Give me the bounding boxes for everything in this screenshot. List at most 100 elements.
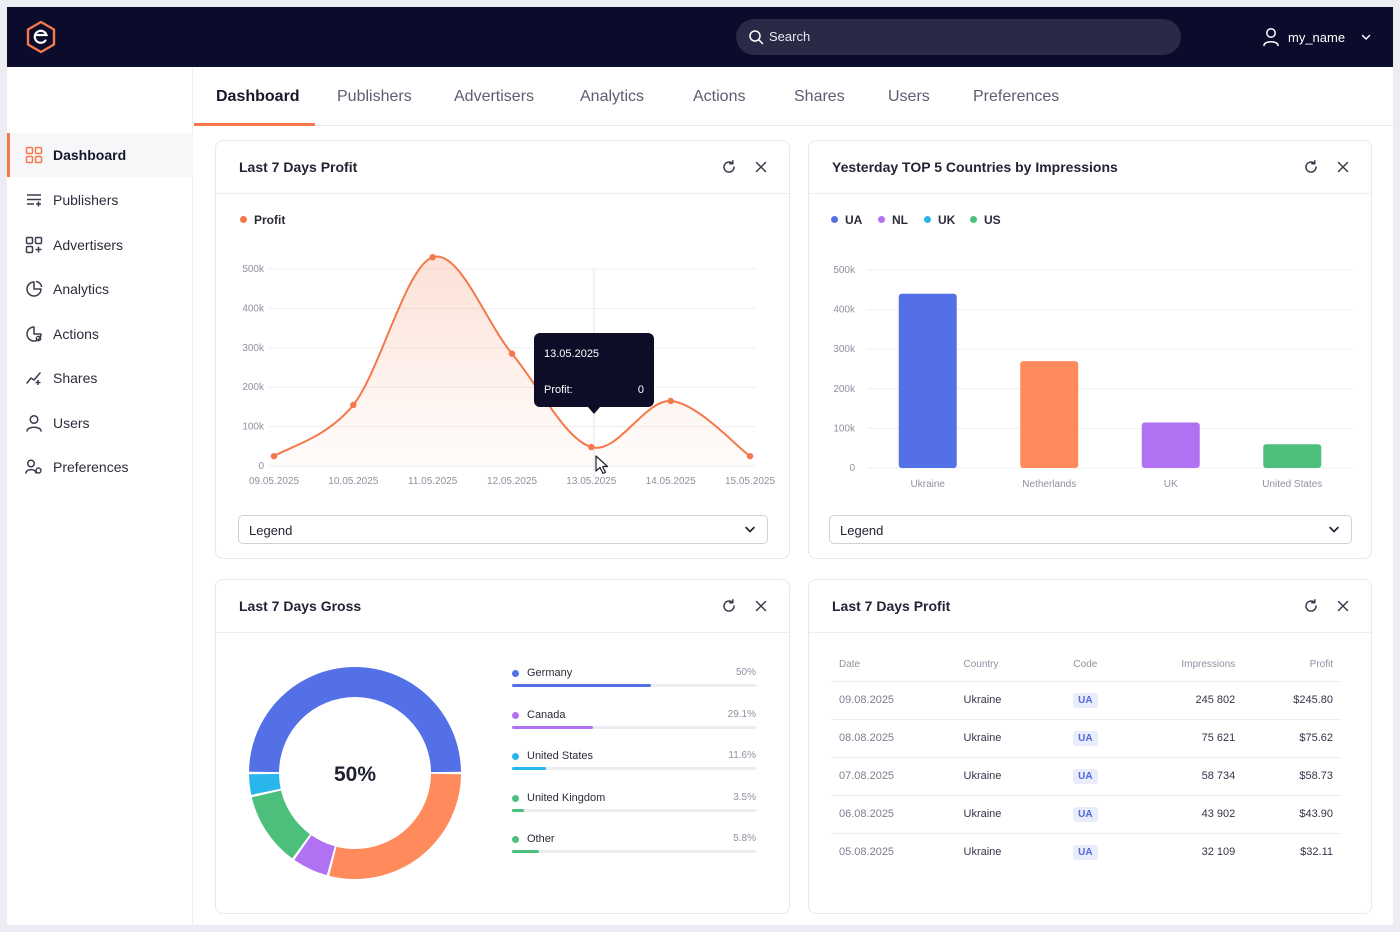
donut-center-label: 50%	[334, 763, 376, 786]
search-input[interactable]: Search	[769, 29, 811, 44]
donut-slice-canada[interactable]	[329, 773, 461, 879]
legend-label: UK	[938, 213, 956, 227]
sidebar-item-dashboard[interactable]: Dashboard	[7, 133, 193, 177]
column-header-date[interactable]: Date	[831, 649, 956, 682]
column-header-country[interactable]: Country	[955, 649, 1050, 682]
close-icon[interactable]	[753, 598, 769, 614]
table-row[interactable]: 08.08.2025 Ukraine UA 75 621 $75.62	[831, 719, 1341, 758]
gross-item-united-states[interactable]: United States 11.6%	[512, 750, 756, 780]
gross-item-value: 11.6%	[728, 750, 756, 761]
column-header-impressions[interactable]: Impressions	[1120, 649, 1244, 682]
chevron-down-icon	[1361, 34, 1371, 40]
cursor-pointer-icon	[595, 455, 609, 475]
sidebar-item-label: Preferences	[53, 459, 129, 475]
y-tick-label: 100k	[242, 422, 265, 433]
donut-slice-united-states[interactable]	[251, 790, 310, 859]
legend-item-uk[interactable]: UK	[924, 213, 955, 227]
legend-label: US	[984, 213, 1001, 227]
column-header-code[interactable]: Code	[1049, 649, 1121, 682]
close-icon[interactable]	[1335, 598, 1351, 614]
tab-shares[interactable]: Shares	[794, 88, 845, 105]
legend-dot	[512, 753, 519, 760]
table-row[interactable]: 06.08.2025 Ukraine UA 43 902 $43.90	[831, 795, 1341, 834]
tab-analytics[interactable]: Analytics	[580, 88, 645, 105]
cell-profit: $43.90	[1243, 795, 1341, 834]
tab-advertisers[interactable]: Advertisers	[454, 88, 535, 105]
tab-publishers[interactable]: Publishers	[337, 88, 412, 105]
close-icon[interactable]	[753, 159, 769, 175]
data-point	[667, 397, 674, 405]
shares-icon	[26, 372, 41, 385]
tab-users[interactable]: Users	[888, 88, 930, 105]
sidebar-item-publishers[interactable]: Publishers	[7, 178, 193, 222]
legend-label: Profit	[254, 213, 286, 227]
gross-item-value: 5.8%	[733, 833, 756, 844]
table-row[interactable]: 05.08.2025 Ukraine UA 32 109 $32.11	[831, 833, 1341, 871]
refresh-icon[interactable]	[721, 598, 737, 614]
legend-dropdown-value: Legend	[840, 523, 884, 538]
sidebar-item-label: Shares	[53, 370, 98, 386]
legend-dot	[512, 711, 519, 719]
chevron-down-icon	[1329, 526, 1339, 533]
tab-preferences[interactable]: Preferences	[973, 88, 1060, 105]
search-bar[interactable]: Search	[736, 19, 1181, 55]
x-tick-label: 12.05.2025	[487, 476, 537, 487]
legend-label: UA	[845, 213, 863, 227]
column-header-profit[interactable]: Profit	[1243, 649, 1341, 682]
progress-track	[512, 808, 756, 812]
cell-date: 05.08.2025	[839, 846, 895, 859]
cell-impressions: 43 902	[1120, 795, 1244, 834]
preferences-icon	[25, 459, 42, 474]
refresh-icon[interactable]	[721, 159, 737, 175]
gross-item-other[interactable]: Other 5.8%	[512, 833, 756, 863]
sidebar-item-analytics[interactable]: Analytics	[7, 267, 193, 311]
y-tick-label: 0	[258, 461, 264, 472]
sidebar-item-actions[interactable]: Actions	[7, 312, 193, 356]
gross-item-canada[interactable]: Canada 29.1%	[512, 709, 756, 739]
active-tab-indicator	[194, 123, 315, 126]
data-point	[588, 443, 595, 451]
legend-item-us[interactable]: US	[970, 213, 1001, 227]
sidebar-item-preferences[interactable]: Preferences	[7, 445, 193, 489]
card-header: Last 7 Days Profit	[809, 580, 1371, 633]
refresh-icon[interactable]	[1303, 598, 1319, 614]
cell-impressions: 32 109	[1201, 846, 1236, 859]
legend-item-ua[interactable]: UA	[831, 213, 862, 227]
gross-donut-chart: 50%	[249, 666, 461, 879]
gross-item-germany[interactable]: Germany 50%	[512, 667, 756, 697]
table-row[interactable]: 09.08.2025 Ukraine UA 245 802 $245.80	[831, 681, 1341, 720]
tab-actions[interactable]: Actions	[693, 88, 746, 105]
app-logo[interactable]	[23, 19, 59, 55]
x-tick-label: 09.05.2025	[249, 476, 299, 487]
gross-donut-card: Last 7 Days Gross 50% Germany 50% Canada 29…	[215, 579, 790, 914]
sidebar-item-shares[interactable]: Shares	[7, 356, 193, 400]
card-header: Yesterday TOP 5 Countries by Impressions	[809, 141, 1371, 194]
donut-slice-united-kingdom[interactable]	[249, 773, 281, 795]
sidebar-item-label: Publishers	[53, 192, 119, 208]
gross-item-label: Canada	[527, 708, 566, 721]
tab-dashboard[interactable]: Dashboard	[216, 88, 300, 105]
publishers-icon	[27, 194, 41, 207]
card-title: Last 7 Days Profit	[832, 598, 951, 614]
table-row[interactable]: 07.08.2025 Ukraine UA 58 734 $58.73	[831, 757, 1341, 796]
gross-item-united-kingdom[interactable]: United Kingdom 3.5%	[512, 792, 756, 822]
donut-slice-other[interactable]	[294, 835, 335, 876]
legend-dropdown[interactable]: Legend	[238, 515, 768, 544]
x-tick-label: 11.05.2025	[408, 476, 458, 487]
legend-item-nl[interactable]: NL	[878, 213, 908, 227]
close-icon[interactable]	[1335, 159, 1351, 175]
progress-fill	[512, 767, 547, 770]
sidebar-item-advertisers[interactable]: Advertisers	[7, 223, 193, 267]
refresh-icon[interactable]	[1303, 159, 1319, 175]
donut-slice-germany[interactable]	[249, 666, 461, 773]
cell-impressions: 75 621	[1120, 719, 1244, 758]
legend-item-profit[interactable]: Profit	[240, 213, 285, 227]
card-header: Last 7 Days Profit	[216, 141, 789, 194]
chevron-down-icon	[745, 526, 755, 533]
sidebar-item-users[interactable]: Users	[7, 401, 193, 445]
profit-table-card: Last 7 Days Profit Date Country Code Imp	[808, 579, 1372, 914]
legend-dropdown[interactable]: Legend	[829, 515, 1352, 544]
progress-fill	[512, 808, 525, 812]
card-header: Last 7 Days Gross	[216, 580, 789, 633]
y-tick-label: 400k	[242, 303, 265, 314]
